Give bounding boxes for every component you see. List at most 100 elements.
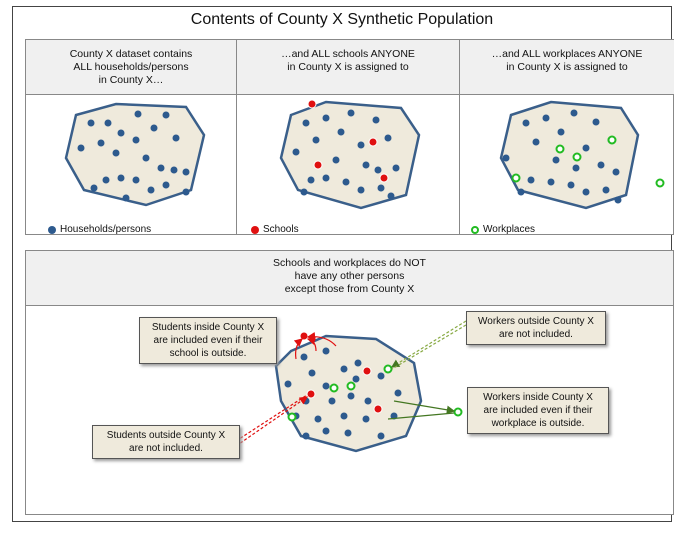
student-outside-arrow — [235, 396, 308, 447]
school-dot — [368, 137, 378, 147]
student-inside-arrow — [293, 338, 303, 360]
workplace-dot — [555, 144, 565, 154]
county-region — [274, 334, 423, 453]
school-dot — [379, 173, 389, 183]
household-dot — [557, 128, 565, 136]
top-panel: County X dataset contains ALL households… — [25, 39, 674, 235]
household-dot — [182, 168, 190, 176]
header-line: in County X… — [98, 74, 164, 86]
household-dot — [322, 114, 330, 122]
household-dot — [517, 188, 525, 196]
household-dot — [340, 365, 348, 373]
household-dot — [612, 168, 620, 176]
legend-households: Households/persons — [48, 224, 151, 235]
household-dot — [592, 118, 600, 126]
household-dot — [182, 188, 190, 196]
household-dot — [104, 119, 112, 127]
note-line: Workers inside County X — [483, 392, 593, 403]
household-dot — [132, 176, 140, 184]
workplace-dot — [287, 412, 297, 422]
header-line: ALL households/persons — [73, 61, 189, 73]
household-dot — [292, 148, 300, 156]
household-dots — [77, 110, 190, 202]
household-dot — [172, 134, 180, 142]
household-dots — [292, 109, 400, 200]
household-dot — [134, 110, 142, 118]
household-dot — [572, 164, 580, 172]
header-line: in County X is assigned to — [506, 61, 628, 73]
school-dot — [306, 389, 316, 399]
legend-label: Households/persons — [60, 224, 152, 235]
household-dot — [150, 124, 158, 132]
workplace-dot — [453, 407, 463, 417]
household-dot — [392, 164, 400, 172]
school-dot — [362, 366, 372, 376]
header-line: in County X is assigned to — [287, 61, 409, 73]
household-dot — [352, 375, 360, 383]
household-dot — [354, 359, 362, 367]
household-dot — [362, 415, 370, 423]
diagram-title: Contents of County X Synthetic Populatio… — [190, 11, 494, 28]
household-dot — [302, 397, 310, 405]
household-dot — [502, 154, 510, 162]
household-dot — [570, 109, 578, 117]
household-dot — [340, 412, 348, 420]
household-dot — [122, 194, 130, 202]
household-dot — [328, 397, 336, 405]
household-dot — [582, 144, 590, 152]
column-divider — [236, 40, 237, 234]
household-dot — [377, 432, 385, 440]
household-dot — [322, 174, 330, 182]
county-region — [64, 102, 206, 207]
header-divider — [26, 94, 673, 95]
note-students-outside: Students outside County X are not includ… — [92, 425, 240, 459]
household-dot — [117, 174, 125, 182]
diagram-frame: Contents of County X Synthetic Populatio… — [12, 6, 674, 522]
household-dot — [314, 415, 322, 423]
household-dot — [97, 139, 105, 147]
student-outside-arrow — [235, 394, 308, 442]
note-line: are included even if their — [483, 405, 593, 416]
workplace-dots — [511, 135, 665, 188]
household-dot — [132, 136, 140, 144]
household-dot — [112, 149, 120, 157]
household-dot — [162, 111, 170, 119]
worker-outside-arrow — [391, 324, 467, 370]
household-dot — [162, 181, 170, 189]
worker-inside-arrow — [387, 412, 455, 420]
household-dot — [87, 119, 95, 127]
workplace-dot — [607, 135, 617, 145]
household-dot — [377, 184, 385, 192]
household-dot — [372, 116, 380, 124]
household-dot — [337, 128, 345, 136]
school-dot — [307, 99, 317, 109]
household-dot — [308, 369, 316, 377]
household-dot — [532, 138, 540, 146]
household-dot — [77, 144, 85, 152]
household-dot — [347, 109, 355, 117]
note-line: are not included. — [129, 443, 203, 454]
header-line: County X dataset contains — [69, 48, 193, 60]
household-dot — [552, 156, 560, 164]
workplace-dots — [287, 364, 463, 422]
household-dot — [332, 156, 340, 164]
household-dot — [384, 134, 392, 142]
household-dot — [344, 429, 352, 437]
workplace-dot — [383, 364, 393, 374]
note-workers-outside: Workers outside County X are not include… — [466, 311, 606, 345]
household-dot — [394, 389, 402, 397]
workplace-dot — [329, 383, 339, 393]
workplace-dot — [511, 173, 521, 183]
school-dot — [299, 331, 309, 341]
household-dot — [322, 382, 330, 390]
household-dot — [302, 432, 310, 440]
note-line: are included even if their — [153, 335, 263, 346]
household-dot — [312, 136, 320, 144]
note-students-inside: Students inside County X are included ev… — [139, 317, 277, 364]
legend-label: Schools — [263, 224, 299, 235]
bottom-illustration — [235, 320, 467, 453]
workplace-legend-icon — [471, 225, 479, 234]
household-dot — [102, 176, 110, 184]
household-dot — [377, 372, 385, 380]
note-line: are not included. — [499, 329, 573, 340]
